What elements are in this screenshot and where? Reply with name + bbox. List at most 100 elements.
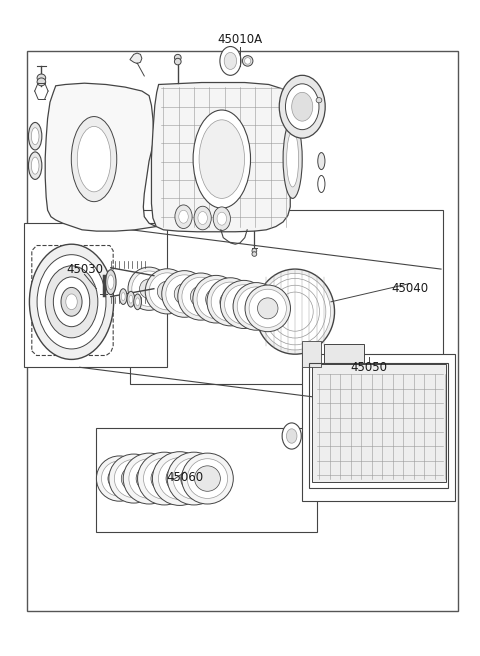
Ellipse shape	[252, 249, 257, 253]
Text: 45060: 45060	[167, 471, 204, 483]
Circle shape	[292, 92, 313, 121]
Ellipse shape	[129, 295, 133, 303]
Ellipse shape	[316, 98, 322, 103]
Circle shape	[282, 423, 301, 449]
Ellipse shape	[181, 453, 233, 504]
Bar	[312, 364, 446, 482]
Ellipse shape	[233, 283, 279, 330]
Ellipse shape	[194, 466, 220, 491]
Ellipse shape	[31, 157, 39, 174]
Circle shape	[287, 429, 297, 443]
Ellipse shape	[283, 120, 302, 198]
Ellipse shape	[277, 292, 313, 331]
Text: 45010A: 45010A	[217, 33, 263, 47]
Ellipse shape	[193, 276, 240, 323]
Ellipse shape	[106, 270, 116, 295]
Ellipse shape	[167, 452, 221, 505]
Ellipse shape	[158, 458, 201, 499]
Ellipse shape	[191, 286, 211, 307]
Ellipse shape	[108, 275, 114, 289]
Ellipse shape	[318, 153, 325, 170]
Ellipse shape	[287, 131, 299, 187]
Circle shape	[213, 207, 230, 230]
Bar	[324, 344, 364, 364]
Ellipse shape	[144, 458, 185, 499]
Polygon shape	[130, 53, 142, 64]
Ellipse shape	[149, 273, 185, 310]
Ellipse shape	[193, 110, 251, 208]
Ellipse shape	[197, 279, 235, 319]
Bar	[310, 363, 448, 488]
Ellipse shape	[237, 287, 276, 326]
Bar	[130, 210, 444, 384]
Ellipse shape	[318, 175, 325, 192]
Ellipse shape	[199, 120, 244, 198]
Ellipse shape	[77, 127, 111, 192]
Circle shape	[175, 205, 192, 228]
Ellipse shape	[136, 466, 162, 491]
Polygon shape	[45, 83, 156, 231]
Ellipse shape	[157, 281, 177, 302]
Ellipse shape	[182, 277, 219, 316]
Circle shape	[37, 255, 106, 349]
Circle shape	[279, 75, 325, 138]
Ellipse shape	[174, 58, 181, 65]
Ellipse shape	[220, 291, 241, 313]
Circle shape	[45, 266, 98, 338]
Bar	[302, 354, 456, 501]
Ellipse shape	[138, 452, 191, 505]
Ellipse shape	[140, 279, 158, 298]
Ellipse shape	[134, 294, 142, 310]
Ellipse shape	[264, 278, 326, 345]
Ellipse shape	[153, 452, 207, 505]
Ellipse shape	[162, 271, 207, 318]
Ellipse shape	[123, 453, 175, 504]
Ellipse shape	[207, 277, 254, 326]
Ellipse shape	[72, 117, 117, 201]
Ellipse shape	[129, 459, 169, 499]
Circle shape	[66, 294, 77, 310]
Polygon shape	[152, 83, 290, 232]
Ellipse shape	[114, 459, 153, 498]
Bar	[96, 428, 317, 532]
Ellipse shape	[166, 465, 193, 492]
Ellipse shape	[258, 298, 278, 319]
Ellipse shape	[271, 285, 320, 338]
Circle shape	[194, 206, 211, 230]
Ellipse shape	[121, 293, 125, 300]
Ellipse shape	[174, 54, 181, 61]
Text: 45040: 45040	[391, 282, 429, 295]
Ellipse shape	[166, 275, 203, 313]
Ellipse shape	[101, 461, 137, 496]
Ellipse shape	[233, 294, 254, 316]
Circle shape	[224, 52, 237, 70]
Circle shape	[53, 277, 90, 327]
Ellipse shape	[187, 459, 228, 499]
Ellipse shape	[180, 465, 207, 492]
Bar	[24, 223, 167, 367]
Bar	[27, 51, 458, 611]
Ellipse shape	[120, 289, 127, 304]
Circle shape	[198, 211, 207, 224]
Circle shape	[286, 84, 319, 130]
Ellipse shape	[174, 283, 195, 304]
Ellipse shape	[151, 465, 178, 492]
Ellipse shape	[145, 269, 189, 314]
Ellipse shape	[211, 282, 250, 321]
Ellipse shape	[136, 298, 140, 306]
Ellipse shape	[255, 269, 335, 354]
Ellipse shape	[173, 458, 215, 499]
Ellipse shape	[242, 56, 253, 66]
Ellipse shape	[28, 152, 42, 179]
Circle shape	[179, 210, 188, 223]
Circle shape	[220, 47, 241, 75]
Ellipse shape	[109, 454, 158, 503]
Ellipse shape	[205, 289, 227, 310]
Text: 45050: 45050	[351, 361, 388, 374]
Ellipse shape	[121, 466, 146, 491]
Text: 45030: 45030	[66, 262, 103, 276]
Ellipse shape	[28, 123, 42, 150]
Ellipse shape	[260, 274, 331, 350]
Circle shape	[217, 212, 227, 225]
Ellipse shape	[246, 296, 267, 317]
